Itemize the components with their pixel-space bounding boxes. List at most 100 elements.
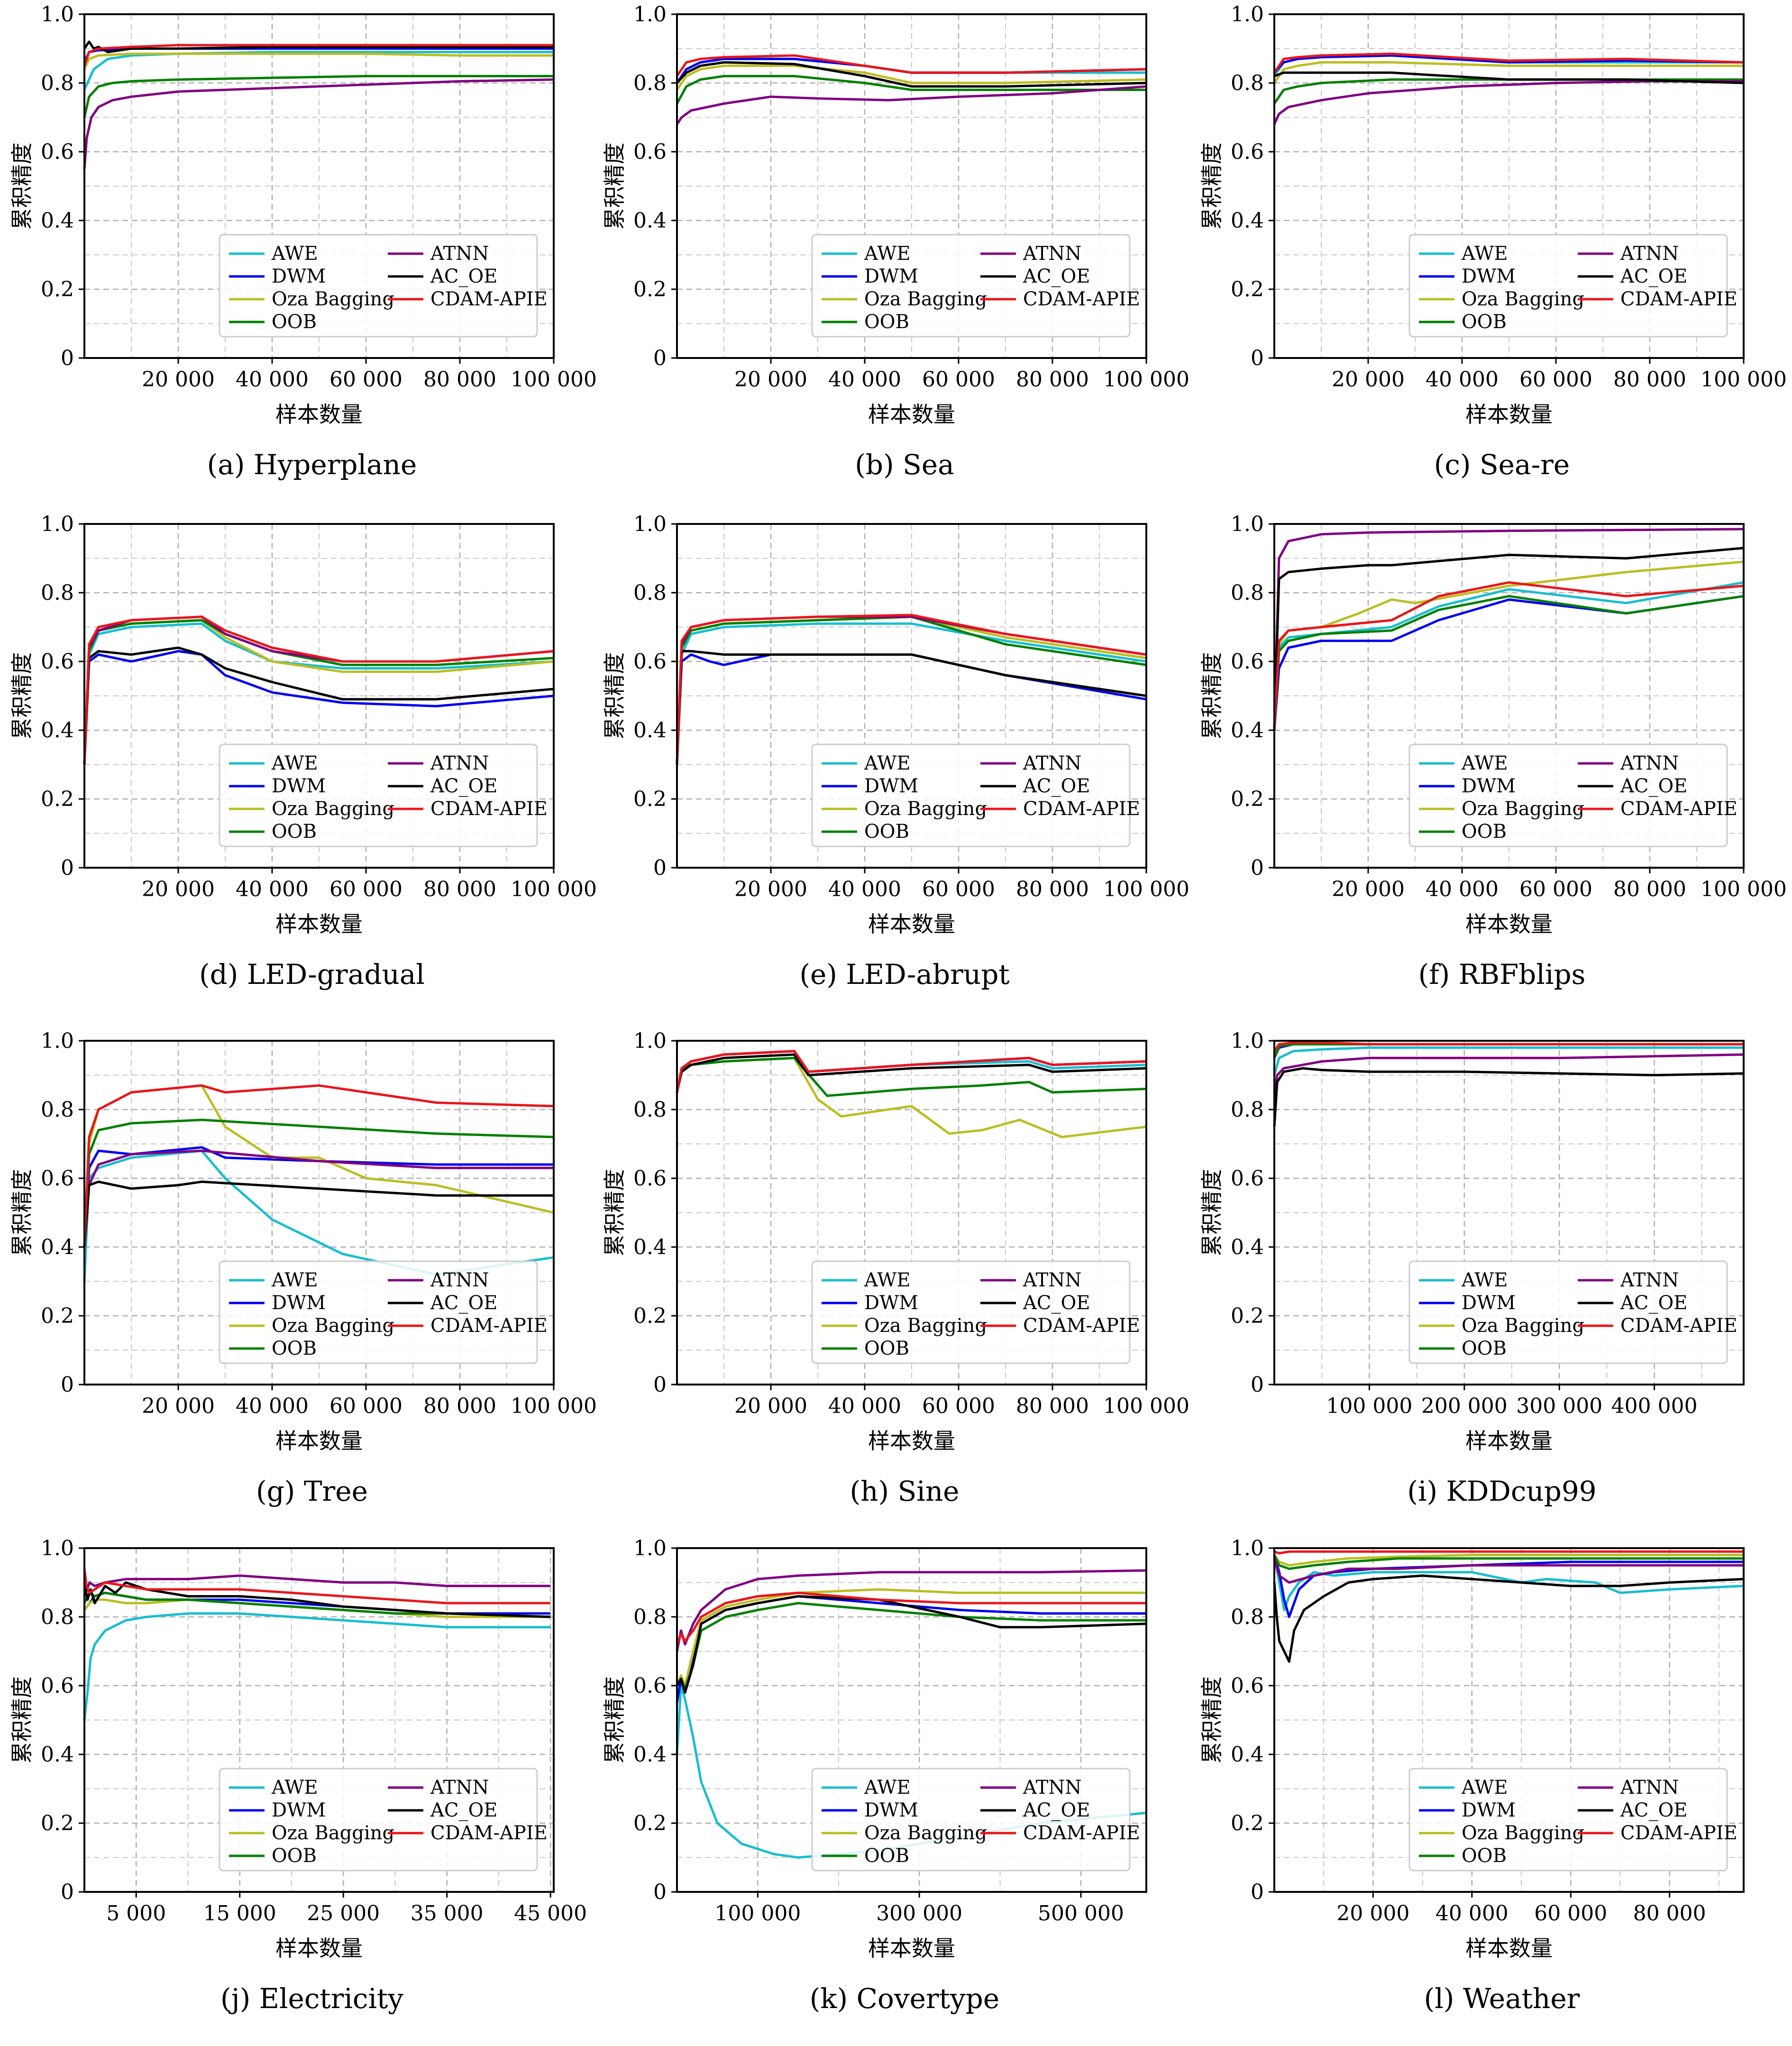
y-tick-label: 1.0 [633,2,667,27]
y-tick-label: 1.0 [633,1536,667,1560]
x-tick-label: 20 000 [142,1394,215,1418]
legend-box [811,1260,1131,1364]
y-tick-label: 0.2 [41,1304,74,1328]
plot-frame [676,13,1147,359]
y-tick-label: 1.0 [633,512,667,536]
y-tick-label: 0.8 [41,71,74,95]
y-axis-label: 累积精度 [9,1169,35,1257]
series-line-ac-oe [83,1180,554,1248]
y-tick-label: 0.2 [41,787,74,811]
legend-label: Oza Bagging [864,798,987,820]
series-line-oob [83,1119,554,1248]
legend-label: OOB [864,1338,909,1359]
series-line-ac-oe [83,646,554,765]
x-tick-label: 40 000 [236,877,309,901]
y-tick-label: 0.6 [633,1674,667,1698]
legend-label: CDAM-APIE [430,288,548,310]
plot-frame [83,1040,555,1385]
x-tick-label: 80 000 [1016,1394,1089,1418]
legend-label: AC_OE [430,775,497,797]
series-line-oob [676,1602,1146,1690]
y-tick-label: 0.8 [633,1605,667,1629]
y-tick-label: 0.8 [41,1098,74,1122]
chart-svg: 0 0.2 0.4 0.6 0.8 1.0 5 000 15 000 25 000 35 000 4… [9,1536,587,2015]
legend-label: CDAM-APIE [430,1822,548,1844]
legend-label: DWM [864,1799,918,1821]
chart-svg: 0 0.2 0.4 0.6 0.8 1.0 20 000 40 000 60 000 80 000… [1199,2,1787,481]
y-tick-label: 0 [1251,856,1264,880]
chart-caption: (c) Sea-re [1434,449,1570,481]
chart-panel-8: 0 0.2 0.4 0.6 0.8 1.0 20 000 40 000 60 000 80 000… [593,1027,1190,1539]
x-tick-label: 20 000 [1332,367,1405,392]
x-tick-label: 20 000 [142,367,215,392]
y-tick-label: 0.4 [41,1235,74,1259]
y-axis-label: 累积精度 [602,1677,627,1764]
x-tick-label: 100 000 [714,1901,801,1926]
legend-label: DWM [1462,1292,1516,1314]
y-tick-label: 0.4 [1231,209,1264,233]
chart-svg: 0 0.2 0.4 0.6 0.8 1.0 20 000 40 000 60 000 80 000… [9,1029,597,1507]
y-tick-label: 1.0 [633,1029,667,1053]
legend-label: AC_OE [430,266,497,287]
legend-label: Oza Bagging [1462,798,1584,820]
legend-label: AWE [1461,1777,1508,1798]
legend-label: Oza Bagging [864,1822,987,1844]
legend-label: OOB [864,1845,909,1867]
legend-label: ATNN [1023,752,1081,774]
y-tick-label: 0.4 [41,718,74,743]
x-tick-label: 60 000 [1519,367,1592,392]
legend-label: OOB [864,821,909,843]
legend-label: CDAM-APIE [1023,1822,1140,1844]
series-line-atnn [1273,1558,1744,1584]
x-axis-label: 样本数量 [1465,1936,1553,1961]
chart-svg: 0 0.2 0.4 0.6 0.8 1.0 20 000 40 000 60 000 80 000… [602,2,1189,481]
legend-label: AC_OE [1023,775,1090,797]
y-axis-label: 累积精度 [602,143,627,230]
chart-panel-2: 0 0.2 0.4 0.6 0.8 1.0 20 000 40 000 60 000 80 000… [593,0,1190,512]
x-tick-label: 20 000 [734,877,807,901]
x-tick-label: 40 000 [828,1394,901,1418]
y-tick-label: 0.8 [633,1098,667,1122]
legend-label: OOB [272,821,317,843]
chart-svg: 0 0.2 0.4 0.6 0.8 1.0 20 000 40 000 60 000 80 000… [602,1029,1189,1507]
legend-label: ATNN [1620,1777,1679,1798]
x-axis-label: 样本数量 [1465,911,1553,937]
legend-label: CDAM-APIE [1620,1315,1737,1337]
legend-label: AC_OE [1023,1799,1090,1821]
x-tick-label: 100 000 [1701,877,1787,901]
chart-svg: 0 0.2 0.4 0.6 0.8 1.0 20 000 40 000 60 000 80 000… [602,512,1189,991]
y-tick-label: 0.2 [41,1811,74,1835]
x-tick-label: 60 000 [329,1394,402,1418]
series-line-oza-bagging [1273,1554,1744,1567]
y-tick-label: 0.6 [41,650,74,674]
series-line-ac-oe [676,61,1147,88]
y-axis-label: 累积精度 [602,652,627,740]
legend-label: OOB [272,311,317,333]
chart-panel-6: 0 0.2 0.4 0.6 0.8 1.0 20 000 40 000 60 000 80 000… [1190,510,1787,1022]
series-line-atnn [1273,1053,1744,1093]
legend-label: CDAM-APIE [1023,288,1140,310]
x-tick-label: 20 000 [734,1394,807,1418]
x-tick-label: 80 000 [1613,367,1686,392]
legend-label: DWM [272,266,326,287]
x-tick-label: 100 000 [511,1394,597,1418]
series-line-cdam-apie [83,615,554,765]
y-tick-label: 0.8 [41,1605,74,1629]
legend-label: ATNN [430,1777,489,1798]
legend-box [219,1768,538,1872]
x-axis-label: 样本数量 [868,1936,955,1961]
legend-label: DWM [864,266,918,287]
legend-label: AWE [864,1777,911,1798]
y-tick-label: 0.6 [633,1166,667,1191]
x-tick-label: 40 000 [236,367,309,392]
y-axis-label: 累积精度 [1199,1677,1225,1764]
chart-caption: (a) Hyperplane [207,449,417,481]
y-tick-label: 0 [653,1880,667,1904]
legend-label: AC_OE [430,1799,497,1821]
legend-label: AC_OE [1620,775,1687,797]
y-tick-label: 0.6 [1231,140,1264,164]
legend-label: OOB [1462,1845,1507,1867]
y-tick-label: 0.2 [633,787,667,811]
chart-caption: (k) Covertype [810,1982,999,2015]
series-line-cdam-apie [1274,1550,1744,1555]
